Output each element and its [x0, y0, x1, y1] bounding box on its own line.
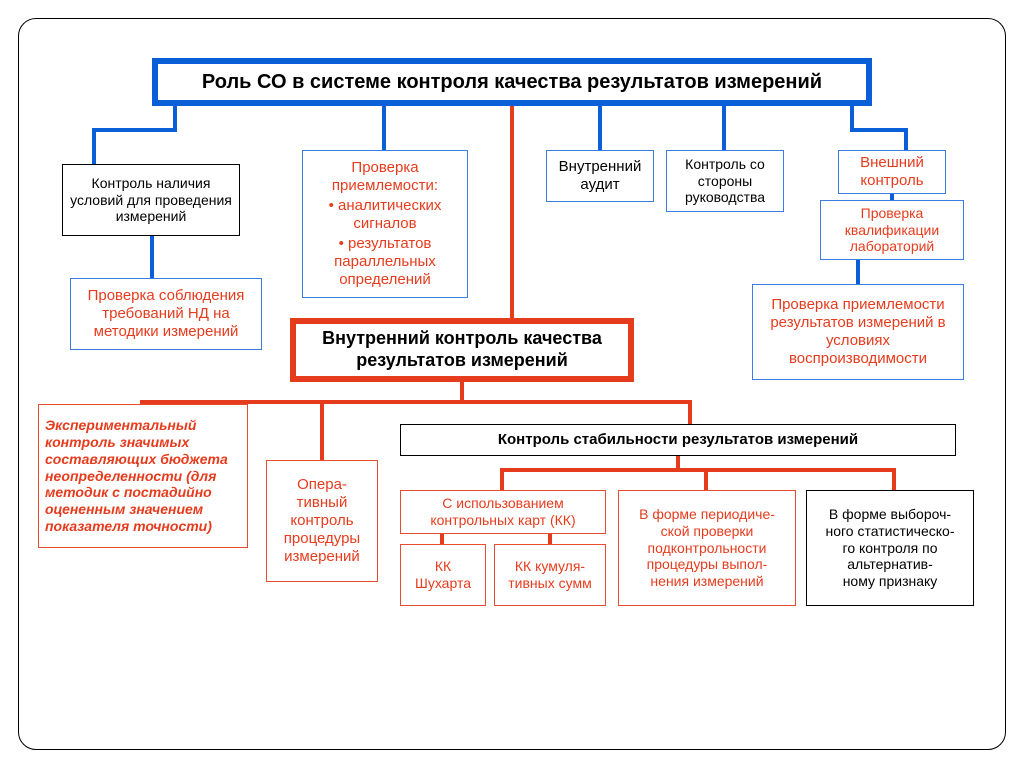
edge-n1-n2: [150, 236, 154, 280]
n13-text: В форме периодиче- ской проверки подконт…: [625, 506, 789, 590]
node-n3: Проверка приемлемости: аналитических сиг…: [302, 150, 468, 298]
n9-text: Экспериментальный контроль значимых сост…: [45, 417, 241, 535]
edge-title-n1-v2: [92, 128, 96, 166]
node-n7: Проверка квалификации лабораторий: [820, 200, 964, 260]
node-n5: Контроль со стороны руководства: [666, 150, 784, 212]
edge-n11-n13: [704, 468, 708, 492]
node-center: Внутренний контроль качества результатов…: [290, 318, 634, 382]
edge-n6-n8: [856, 260, 860, 286]
node-n11: Контроль стабильности результатов измере…: [400, 424, 956, 456]
n12a-text: КК Шухарта: [407, 558, 479, 592]
node-n6: Внешний контроль: [838, 150, 946, 194]
edge-title-n3: [382, 106, 386, 152]
n8-text: Проверка приемлемости результатов измере…: [759, 296, 957, 368]
title-text: Роль СО в системе контроля качества резу…: [202, 70, 822, 94]
n14-text: В форме выбороч- ного статистическо- го …: [813, 506, 967, 590]
n3-line1: аналитических сигналов: [309, 197, 461, 233]
n5-text: Контроль со стороны руководства: [673, 156, 777, 206]
node-n9: Экспериментальный контроль значимых сост…: [38, 404, 248, 548]
node-n8: Проверка приемлемости результатов измере…: [752, 284, 964, 380]
n2-text: Проверка соблюдения требований НД на мет…: [77, 287, 255, 341]
node-n4: Внутренний аудит: [546, 150, 654, 202]
n10-text: Опера- тивный контроль процедуры измерен…: [273, 476, 371, 566]
node-n12b: КК кумуля- тивных сумм: [494, 544, 606, 606]
edge-title-n6-h: [850, 128, 908, 132]
edge-bus-n10: [320, 400, 324, 462]
edge-n11-n14: [892, 468, 896, 492]
edge-n11-n12: [500, 468, 504, 492]
edge-title-n1-h: [92, 128, 177, 132]
edge-title-n6-v2: [904, 128, 908, 152]
node-n13: В форме периодиче- ской проверки подконт…: [618, 490, 796, 606]
n4-text: Внутренний аудит: [553, 158, 647, 194]
center-text: Внутренний контроль качества результатов…: [302, 328, 622, 371]
edge-title-center: [510, 106, 514, 320]
n11-text: Контроль стабильности результатов измере…: [498, 431, 858, 449]
node-title: Роль СО в системе контроля качества резу…: [152, 58, 872, 106]
node-n10: Опера- тивный контроль процедуры измерен…: [266, 460, 378, 582]
node-n14: В форме выбороч- ного статистическо- го …: [806, 490, 974, 606]
node-n1: Контроль наличия условий для проведения …: [62, 164, 240, 236]
n12b-text: КК кумуля- тивных сумм: [508, 558, 591, 592]
edge-bus-n11: [688, 400, 692, 426]
node-n12a: КК Шухарта: [400, 544, 486, 606]
n6-text: Внешний контроль: [845, 154, 939, 190]
n3-line0: Проверка приемлемости:: [309, 159, 461, 195]
node-n12: С использованием контрольных карт (КК): [400, 490, 606, 534]
n1-text: Контроль наличия условий для проведения …: [69, 175, 233, 225]
node-n2: Проверка соблюдения требований НД на мет…: [70, 278, 262, 350]
edge-title-n4: [598, 106, 602, 152]
n7-text: Проверка квалификации лабораторий: [827, 205, 957, 255]
n3-line2: результатов параллельных определений: [309, 235, 461, 289]
edge-n11-bus: [500, 468, 896, 472]
edge-title-n5: [722, 106, 726, 152]
n12-text: С использованием контрольных карт (КК): [407, 495, 599, 529]
